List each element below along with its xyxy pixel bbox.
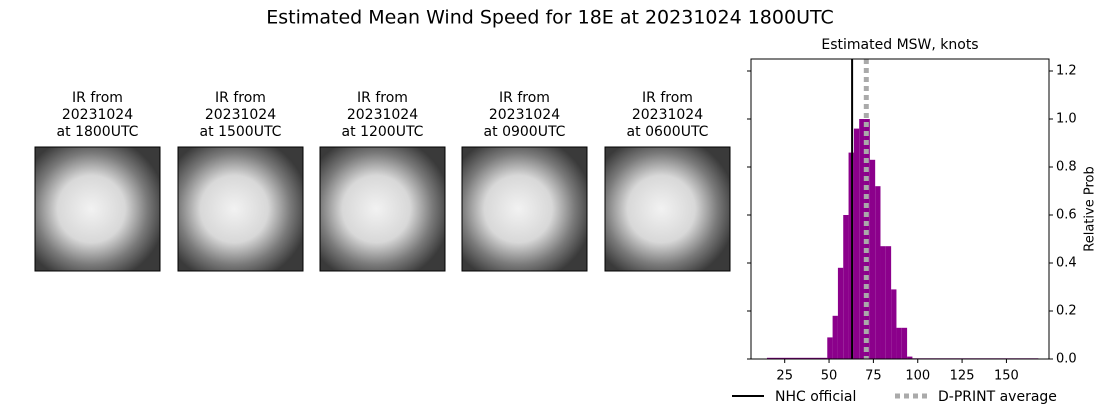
panel-label: at 0600UTC xyxy=(627,124,709,140)
plot-frame xyxy=(750,58,1050,360)
bar xyxy=(869,159,876,359)
bar xyxy=(891,289,897,359)
y-tick-label: 0.8 xyxy=(1056,160,1077,175)
bar xyxy=(837,267,844,359)
bar xyxy=(875,186,881,359)
panel-label: IR from xyxy=(357,90,408,106)
legend-label: D-PRINT average xyxy=(938,389,1057,405)
y-tick-label: 1.0 xyxy=(1056,112,1077,127)
y-tick-label: 0.6 xyxy=(1056,208,1077,223)
bar xyxy=(843,215,849,359)
bar xyxy=(901,327,908,359)
ir-image xyxy=(34,146,161,272)
x-tick-label: 100 xyxy=(905,369,930,384)
panel-label: at 0900UTC xyxy=(484,124,566,140)
panel-label: IR from xyxy=(499,90,550,106)
bar xyxy=(859,119,865,359)
bar xyxy=(885,246,892,359)
x-tick-label: 50 xyxy=(821,369,838,384)
x-tick-label: 150 xyxy=(994,369,1019,384)
bar xyxy=(832,315,838,359)
panel-label: at 1500UTC xyxy=(200,124,282,140)
ir-image xyxy=(319,146,446,272)
bar xyxy=(880,246,886,359)
legend-label: NHC official xyxy=(775,389,856,405)
y-tick-label: 0.2 xyxy=(1056,304,1077,319)
y-tick-label: 0.0 xyxy=(1056,352,1077,367)
y-axis-label: Relative Prob xyxy=(1083,166,1098,251)
x-tick-label: 125 xyxy=(950,369,975,384)
panel-label: IR from xyxy=(642,90,693,106)
panel-label: at 1200UTC xyxy=(342,124,424,140)
panel-label: 20231024 xyxy=(62,107,133,123)
panel-label: IR from xyxy=(215,90,266,106)
panel-label: IR from xyxy=(72,90,123,106)
panel-label: 20231024 xyxy=(205,107,276,123)
bar xyxy=(766,357,828,359)
bar xyxy=(827,337,833,359)
bar xyxy=(896,327,902,359)
panel-label: 20231024 xyxy=(489,107,560,123)
panel-label: at 1800UTC xyxy=(57,124,139,140)
y-tick-label: 0.4 xyxy=(1056,256,1077,271)
panel-label: 20231024 xyxy=(632,107,703,123)
subplot-title: Estimated MSW, knots xyxy=(821,37,978,53)
figure-title: Estimated Mean Wind Speed for 18E at 202… xyxy=(266,7,834,29)
y-tick-label: 1.2 xyxy=(1056,64,1077,79)
ir-image xyxy=(461,146,588,272)
ir-image xyxy=(177,146,304,272)
ir-image xyxy=(604,146,731,272)
bar xyxy=(853,128,860,359)
bar xyxy=(907,356,913,359)
x-tick-label: 25 xyxy=(776,369,793,384)
panel-label: 20231024 xyxy=(347,107,418,123)
x-tick-label: 75 xyxy=(865,369,882,384)
